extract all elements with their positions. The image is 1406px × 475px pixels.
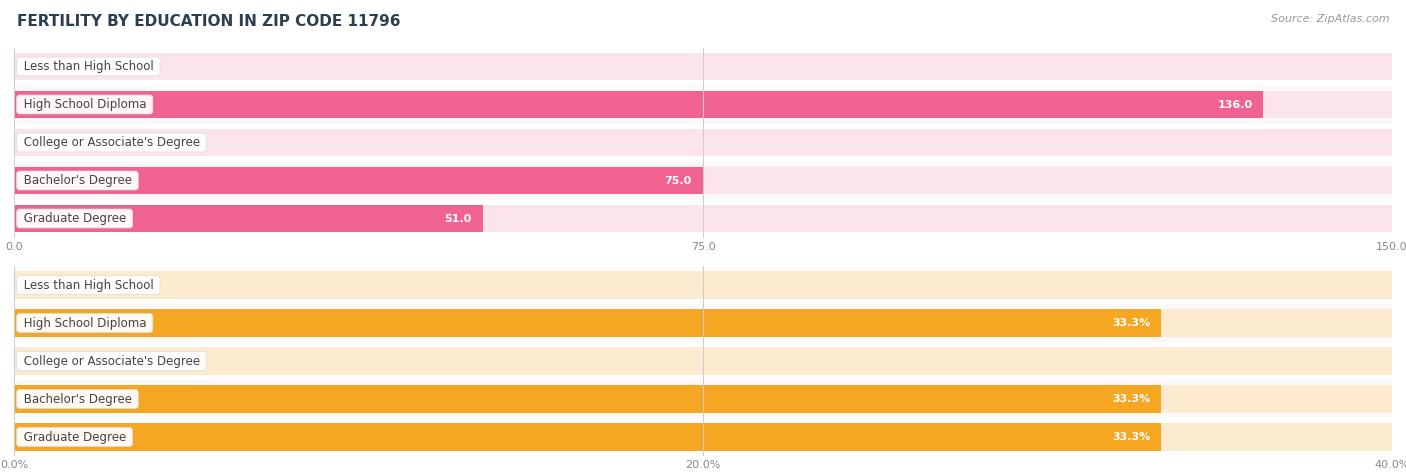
Bar bbox=[14, 423, 1161, 451]
Text: 33.3%: 33.3% bbox=[1112, 318, 1150, 328]
Text: 33.3%: 33.3% bbox=[1112, 394, 1150, 404]
Text: 0.0: 0.0 bbox=[31, 61, 48, 72]
Text: 0.0%: 0.0% bbox=[31, 356, 59, 366]
Text: 0.0%: 0.0% bbox=[31, 280, 59, 290]
Text: 51.0: 51.0 bbox=[444, 213, 471, 224]
Bar bbox=[14, 53, 1392, 80]
Bar bbox=[14, 304, 1392, 342]
Bar bbox=[14, 271, 1392, 299]
Bar bbox=[14, 124, 1392, 162]
Bar bbox=[14, 423, 1392, 451]
Bar bbox=[14, 418, 1392, 456]
Bar bbox=[14, 86, 1392, 124]
Text: Graduate Degree: Graduate Degree bbox=[20, 430, 129, 444]
Bar bbox=[14, 162, 1392, 199]
Text: High School Diploma: High School Diploma bbox=[20, 98, 150, 111]
Text: College or Associate's Degree: College or Associate's Degree bbox=[20, 136, 204, 149]
Text: Less than High School: Less than High School bbox=[20, 278, 157, 292]
Text: Graduate Degree: Graduate Degree bbox=[20, 212, 129, 225]
Text: FERTILITY BY EDUCATION IN ZIP CODE 11796: FERTILITY BY EDUCATION IN ZIP CODE 11796 bbox=[17, 14, 401, 29]
Bar bbox=[14, 129, 1392, 156]
Bar bbox=[14, 309, 1392, 337]
Bar bbox=[14, 48, 1392, 86]
Bar bbox=[14, 266, 1392, 304]
Bar bbox=[14, 380, 1392, 418]
Text: Source: ZipAtlas.com: Source: ZipAtlas.com bbox=[1271, 14, 1389, 24]
Text: 33.3%: 33.3% bbox=[1112, 432, 1150, 442]
Text: 0.0: 0.0 bbox=[31, 137, 48, 148]
Text: Less than High School: Less than High School bbox=[20, 60, 157, 73]
Text: 75.0: 75.0 bbox=[665, 175, 692, 186]
Text: 136.0: 136.0 bbox=[1218, 99, 1253, 110]
Text: College or Associate's Degree: College or Associate's Degree bbox=[20, 354, 204, 368]
Bar bbox=[14, 91, 1264, 118]
Bar bbox=[14, 309, 1161, 337]
Text: High School Diploma: High School Diploma bbox=[20, 316, 150, 330]
Bar bbox=[14, 200, 1392, 238]
Bar bbox=[14, 167, 703, 194]
Text: Bachelor's Degree: Bachelor's Degree bbox=[20, 392, 135, 406]
Bar bbox=[14, 91, 1392, 118]
Bar bbox=[14, 205, 482, 232]
Bar bbox=[14, 342, 1392, 380]
Bar bbox=[14, 347, 1392, 375]
Bar bbox=[14, 167, 1392, 194]
Bar bbox=[14, 205, 1392, 232]
Bar bbox=[14, 385, 1161, 413]
Text: Bachelor's Degree: Bachelor's Degree bbox=[20, 174, 135, 187]
Bar bbox=[14, 385, 1392, 413]
